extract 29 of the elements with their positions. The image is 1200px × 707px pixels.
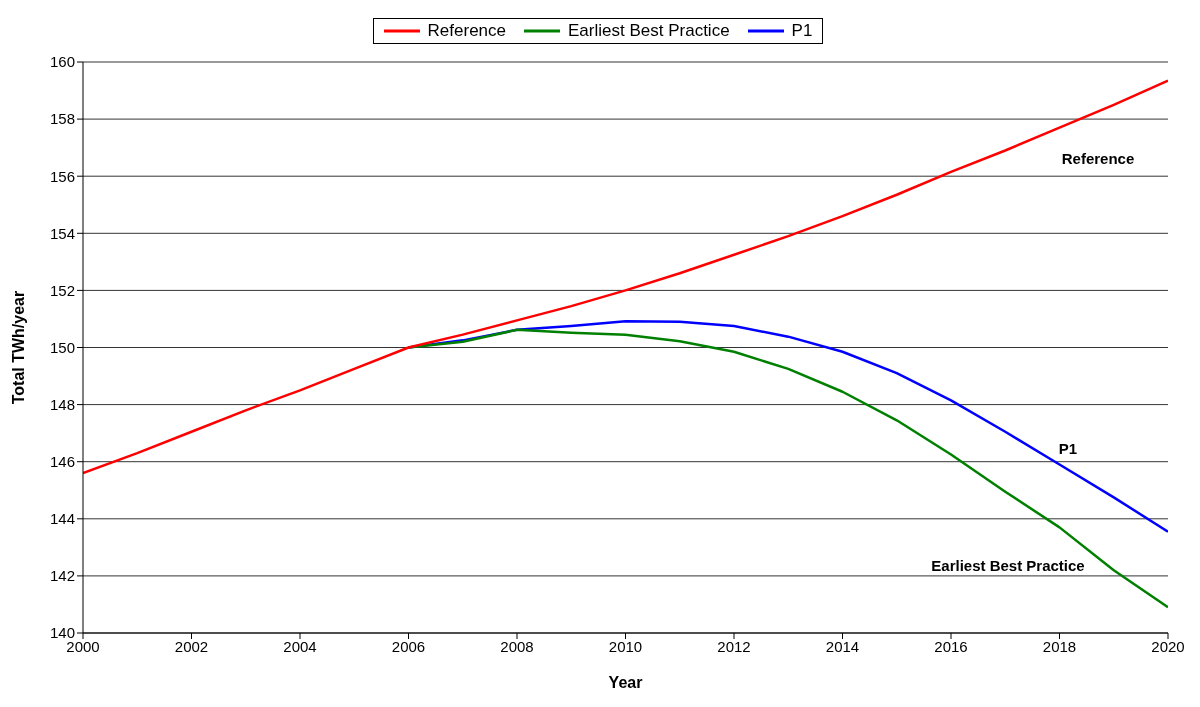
y-tick-label: 152 [49, 281, 75, 299]
y-tick-label: 156 [49, 167, 75, 185]
legend-label: Earliest Best Practice [567, 21, 730, 41]
x-tick-label: 2016 [934, 637, 968, 655]
y-tick-label: 160 [49, 53, 75, 71]
line-series [407, 328, 1168, 609]
x-tick-label: 2010 [608, 637, 643, 655]
y-tick-label: 154 [49, 224, 75, 242]
x-tick-label: 2002 [174, 637, 209, 655]
x-tick-label: 2018 [1042, 637, 1077, 655]
y-tick-label: 150 [49, 338, 75, 356]
x-tick-label: 2006 [391, 637, 426, 655]
x-tick-label: 2008 [500, 637, 534, 655]
x-axis-title: Year [608, 674, 643, 691]
y-tick-label: 142 [49, 567, 75, 585]
annotation: Earliest Best Practice [931, 556, 1085, 574]
x-tick-label: 2020 [1151, 637, 1185, 655]
x-tick-label: 2014 [825, 637, 860, 655]
y-tick-label: 144 [49, 510, 75, 528]
legend-label: P1 [790, 21, 813, 41]
annotation: P1 [1058, 439, 1078, 457]
annotation: Reference [1061, 149, 1135, 167]
y-tick-label: 158 [49, 110, 75, 128]
x-tick-label: 2004 [283, 637, 317, 655]
y-axis-title: Total TWh/year [9, 290, 27, 405]
y-tick-label: 148 [49, 395, 75, 413]
x-tick-label: 2012 [717, 637, 751, 655]
y-tick-label: 146 [49, 453, 75, 471]
legend-label: Reference [426, 21, 507, 41]
